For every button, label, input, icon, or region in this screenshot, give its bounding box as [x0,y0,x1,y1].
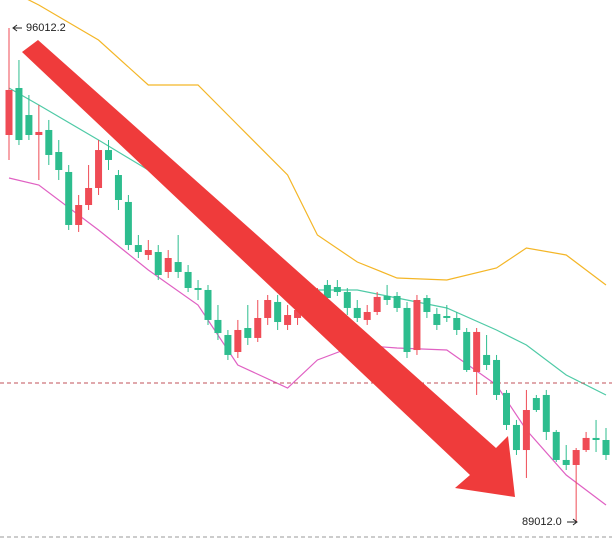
candle-body [373,296,381,312]
candle-body [45,129,53,155]
candle-body [95,150,103,188]
candle-body [224,334,232,355]
candle-body [592,437,600,441]
candle-body [353,307,361,318]
candle-body [294,310,302,318]
band-line [27,0,607,286]
candle-body [284,315,292,325]
candle-body [134,245,142,253]
candle-body [423,298,431,312]
candle-body [333,287,341,293]
candle-body [154,252,162,276]
candle-body [512,424,520,451]
candle-body [264,299,272,318]
candle-body [114,175,122,200]
candle-body [204,289,212,320]
candle-body [542,394,550,432]
candle-body [473,331,481,372]
candle-body [105,150,112,160]
candle-body [602,440,610,455]
candle-body [65,171,73,225]
candle-body [343,292,351,308]
candle-body [532,398,540,411]
band-line [8,177,607,506]
candle-body [75,205,83,225]
candle-body [234,329,242,353]
candle-body [443,316,451,318]
candle-body [323,284,331,299]
candle-body [5,89,13,135]
candle-body [124,201,132,246]
min-arrow-head [572,518,578,526]
candle-body [35,131,43,135]
candle-body [572,450,580,465]
candle-body [184,271,192,288]
max-label: 96012.2 [26,22,66,34]
candle-body [55,152,63,171]
candle-body [562,459,570,465]
candle-body [522,410,530,451]
candle-body [25,115,33,135]
candle-body [383,295,391,300]
candle-body [15,88,23,141]
candle-body [413,299,421,351]
candle-body [85,187,93,206]
candle-body [403,307,411,353]
candle-body [483,354,491,365]
candle-body [194,287,202,290]
candle-body [254,317,262,338]
candle-body [433,313,441,325]
candle-body [493,359,501,395]
candle-body [244,328,252,338]
candle-body [164,258,172,272]
candle-body [363,311,371,320]
candle-body [393,295,401,308]
trend-arrow [22,40,515,497]
candle-body [453,317,461,330]
candle-body [582,437,590,451]
max-arrow-head [12,24,18,32]
candle-body [503,392,510,425]
candle-body [214,319,222,334]
band-line [8,87,607,396]
labels: 96012.2 89012.0 [12,22,578,528]
candle-body [552,431,560,460]
candle-body [463,331,471,370]
candle-body [174,262,182,272]
candle-body [144,250,152,255]
min-label: 89012.0 [522,516,562,528]
candle-body [274,301,282,323]
